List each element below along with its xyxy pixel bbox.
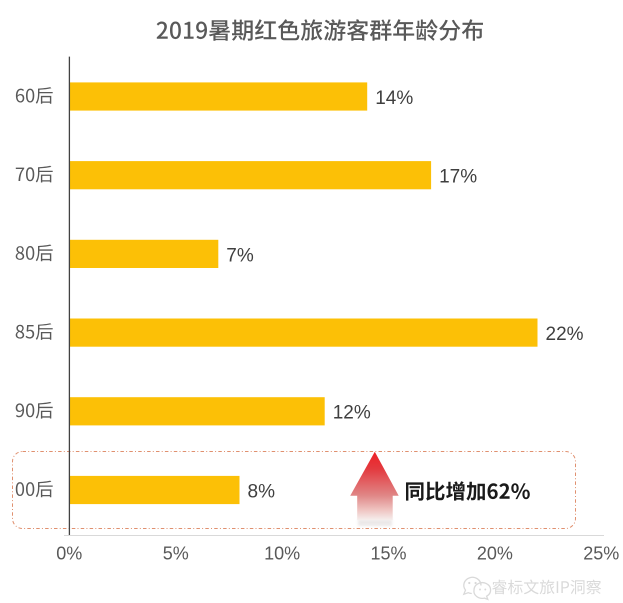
svg-text:22%: 22% bbox=[546, 324, 584, 345]
svg-text:17%: 17% bbox=[439, 167, 477, 188]
svg-text:12%: 12% bbox=[333, 403, 371, 424]
svg-text:5%: 5% bbox=[163, 544, 189, 564]
svg-text:10%: 10% bbox=[264, 544, 300, 564]
svg-text:14%: 14% bbox=[375, 88, 413, 109]
svg-text:25%: 25% bbox=[583, 544, 619, 564]
svg-text:20%: 20% bbox=[477, 544, 513, 564]
svg-text:15%: 15% bbox=[370, 544, 406, 564]
svg-text:0%: 0% bbox=[56, 544, 82, 564]
svg-text:7%: 7% bbox=[226, 245, 254, 266]
svg-text:8%: 8% bbox=[248, 481, 276, 502]
